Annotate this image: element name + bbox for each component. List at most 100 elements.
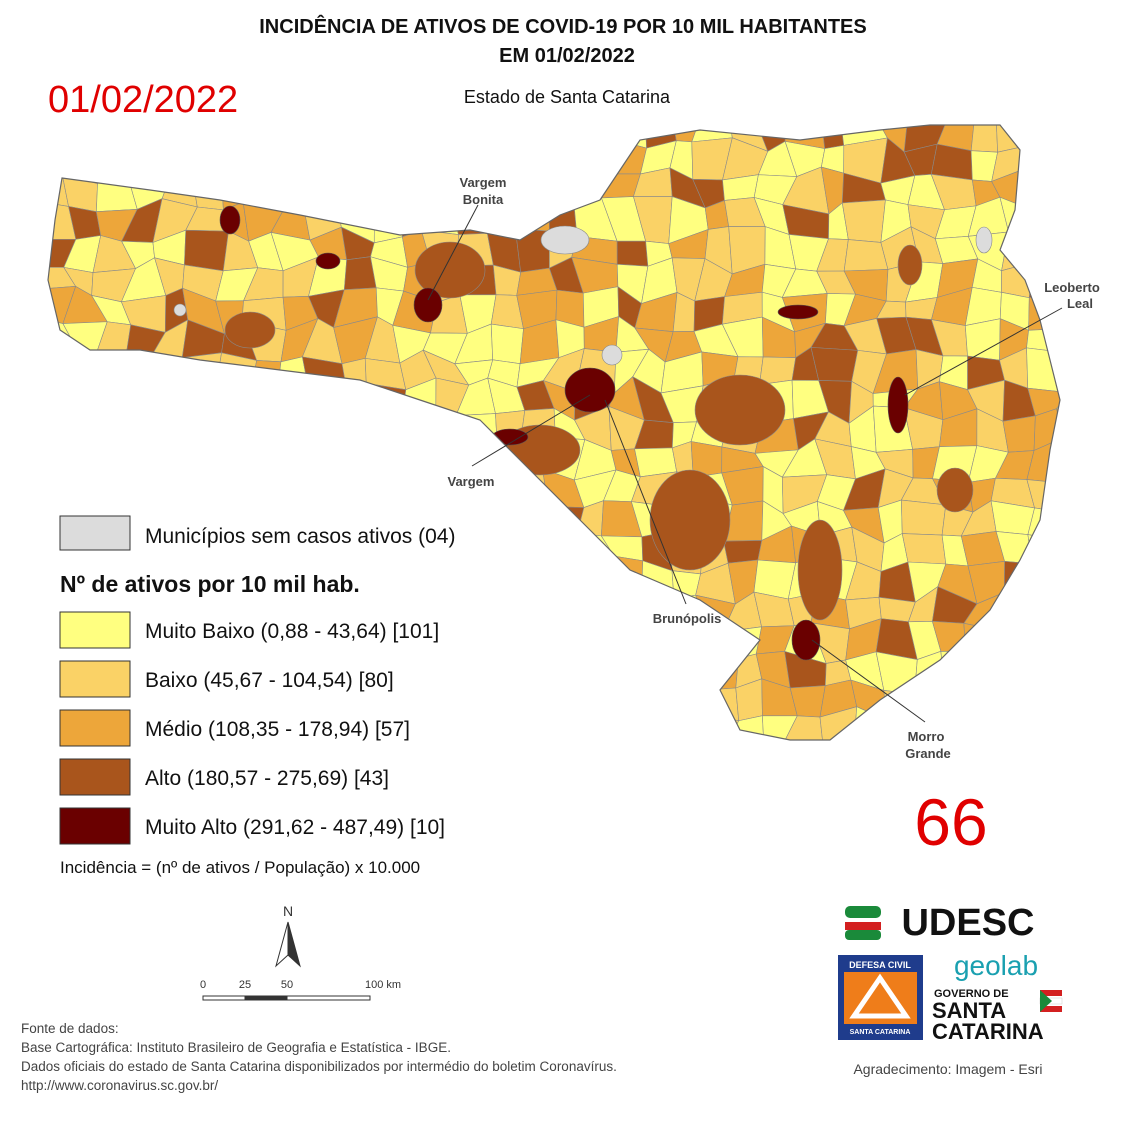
municipality [215,439,254,480]
municipality-high [564,367,616,413]
municipality [512,654,549,691]
municipality [129,482,159,507]
municipality [283,406,313,451]
municipality [220,408,253,441]
municipality [1053,597,1060,625]
municipality [572,719,616,740]
municipality [94,357,131,387]
municipality [1064,437,1099,483]
municipality [155,145,197,184]
municipality [515,715,556,740]
municipality [371,136,406,176]
municipality [425,560,469,601]
logo-text: DEFESA CIVIL [849,960,911,970]
municipality [154,480,190,515]
municipality [190,142,225,173]
municipality [1059,555,1060,604]
municipality [586,555,615,604]
municipality [48,438,66,483]
acknowledgement: Agradecimento: Imagem - Esri [853,1061,1042,1077]
municipality [65,351,99,387]
municipality [1020,206,1060,237]
scale-label: 50 [281,979,293,991]
municipality [421,201,459,235]
municipality [797,519,843,621]
municipality [48,349,79,386]
municipality [333,441,376,469]
municipality [936,467,974,513]
municipality [455,413,498,438]
municipality [669,682,709,713]
leader-lines [427,204,1063,723]
municipality [484,600,521,628]
municipality [1056,407,1060,454]
municipality [1082,596,1124,630]
municipality [399,652,431,684]
municipality [1065,353,1092,393]
municipality [970,125,998,153]
municipality [391,474,432,509]
municipality [758,737,784,740]
municipality [545,648,586,688]
municipality [940,677,979,720]
municipality [1027,507,1060,542]
municipality [133,447,167,485]
municipality [1053,623,1060,661]
municipality [901,533,947,565]
municipality [451,741,487,782]
municipality [1063,234,1093,273]
municipality [277,475,305,506]
legend-label: Muito Alto (291,62 - 487,49) [10] [145,816,445,839]
udesc-text: UDESC [901,902,1034,944]
municipality [491,469,517,514]
municipality [517,534,553,574]
municipality [396,560,438,601]
municipality [995,125,1029,153]
municipality [1059,318,1060,363]
municipality [967,747,999,778]
municipality [494,620,521,656]
municipality [154,448,200,485]
municipality [548,627,573,663]
municipality [48,135,75,176]
municipality [1003,592,1038,633]
municipality [451,501,499,542]
municipality [48,166,69,207]
municipality [310,125,349,145]
municipality [995,646,1038,681]
source-line: http://www.coronavirus.sc.gov.br/ [21,1078,218,1093]
municipality [1022,707,1060,740]
udesc-logo: UDESC [845,902,1035,944]
municipality [964,651,1008,691]
municipality [512,626,551,663]
municipality [544,125,590,147]
municipality [216,381,251,420]
municipality [1086,496,1127,532]
municipality [458,649,500,692]
municipality [152,384,192,425]
municipality [1092,712,1114,752]
municipality [674,646,709,691]
municipality [1083,319,1121,362]
municipality [552,559,589,605]
municipality [603,712,643,740]
municipality [519,167,550,206]
municipality [60,414,110,443]
municipality [604,620,649,662]
municipality [243,125,281,155]
municipality [880,719,907,740]
municipality [393,125,440,143]
municipality [366,441,407,480]
municipality [1083,137,1124,171]
municipality [1028,563,1060,604]
municipality-high [887,376,909,434]
municipality [1082,624,1118,652]
municipality [1092,388,1128,424]
municipality [1058,528,1060,565]
defesa-civil-logo: DEFESA CIVIL SANTA CATARINA [838,955,923,1040]
municipality [454,675,500,715]
municipality-high [315,252,341,270]
municipality [841,199,886,243]
municipality [606,125,647,149]
municipality [451,539,499,571]
